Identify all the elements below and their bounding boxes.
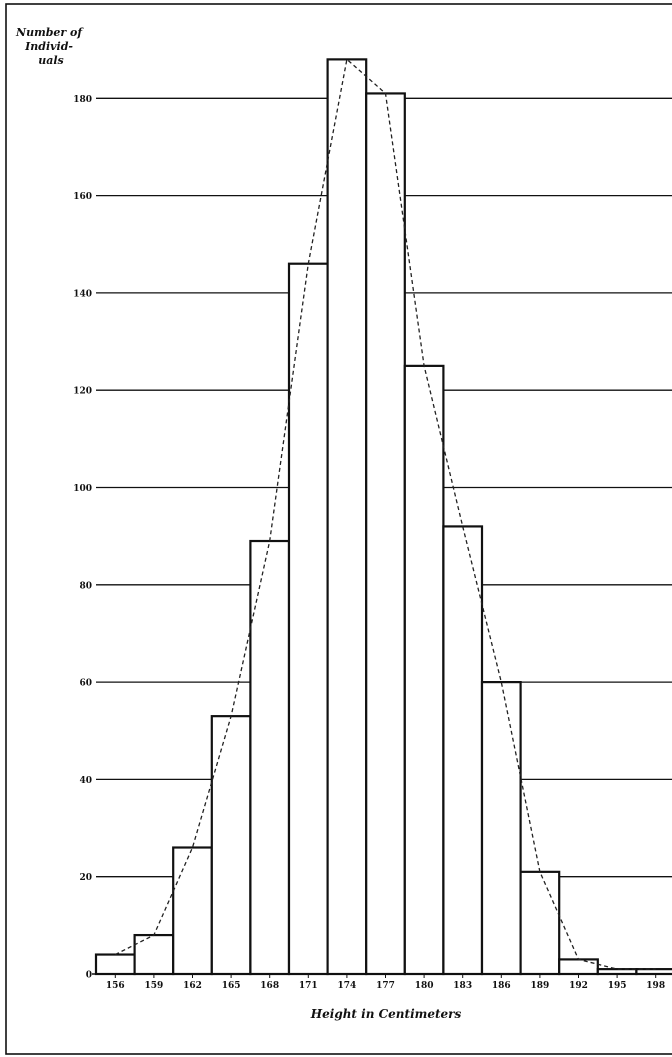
y-axis-label-line-1: Number of [15, 26, 84, 39]
x-tick-label-177: 177 [376, 981, 395, 991]
histogram-bars [94, 58, 672, 976]
x-tick-label-192: 192 [569, 981, 588, 991]
x-tick-label-198: 198 [646, 981, 665, 991]
x-tick-label-174: 174 [338, 981, 357, 991]
bar-192 [558, 958, 599, 976]
bar-165 [210, 715, 252, 976]
bar-171 [287, 262, 329, 976]
bar-189 [519, 870, 561, 976]
y-tick-label-120: 120 [73, 387, 92, 397]
frequency-polygon [115, 58, 656, 970]
bar-180 [403, 364, 445, 976]
x-tick-label-171: 171 [299, 981, 318, 991]
y-tick-label-20: 20 [79, 873, 92, 883]
figure-frame [5, 3, 672, 1055]
y-tick-label-160: 160 [73, 192, 92, 202]
y-axis-label: Number of Individ- uals [15, 26, 86, 67]
bar-195 [596, 968, 638, 976]
x-tick-label-165: 165 [222, 981, 241, 991]
y-axis-label-line-3: uals [38, 54, 64, 67]
x-axis-label: Height in Centimeters [310, 1007, 462, 1021]
y-tick-label-100: 100 [73, 484, 92, 494]
frequency-polygon-line [115, 58, 656, 970]
x-tick-label-159: 159 [145, 981, 164, 991]
bar-183 [442, 525, 484, 976]
y-axis-label-line-2: Individ- [24, 40, 73, 53]
bar-159 [133, 933, 175, 976]
y-tick-label-180: 180 [73, 95, 92, 105]
y-tick-label-140: 140 [73, 289, 92, 299]
bar-168 [249, 539, 291, 976]
y-tick-label-60: 60 [79, 679, 92, 689]
x-tick-label-168: 168 [260, 981, 279, 991]
bar-186 [480, 680, 522, 976]
x-tick-label-195: 195 [608, 981, 627, 991]
bar-198 [635, 968, 672, 976]
y-tick-label-40: 40 [79, 776, 92, 786]
bar-162 [172, 846, 213, 976]
x-tick-label-183: 183 [453, 981, 472, 991]
bar-177 [365, 92, 406, 976]
bar-156 [94, 953, 136, 976]
x-tick-label-180: 180 [415, 981, 434, 991]
x-tick-label-162: 162 [183, 981, 202, 991]
x-tick-label-189: 189 [531, 981, 550, 991]
x-tick-label-186: 186 [492, 981, 511, 991]
y-tick-label-80: 80 [79, 581, 92, 591]
x-axis-tick-labels: 156 159 162 165 168 171 174 177 180 183 186 189 192 1… [106, 974, 665, 991]
y-axis-tick-labels: 20 40 60 80 100 120 140 160 180 0 [73, 95, 92, 981]
bar-174 [326, 58, 368, 976]
y-tick-label-0: 0 [86, 971, 92, 981]
x-tick-label-156: 156 [106, 981, 125, 991]
